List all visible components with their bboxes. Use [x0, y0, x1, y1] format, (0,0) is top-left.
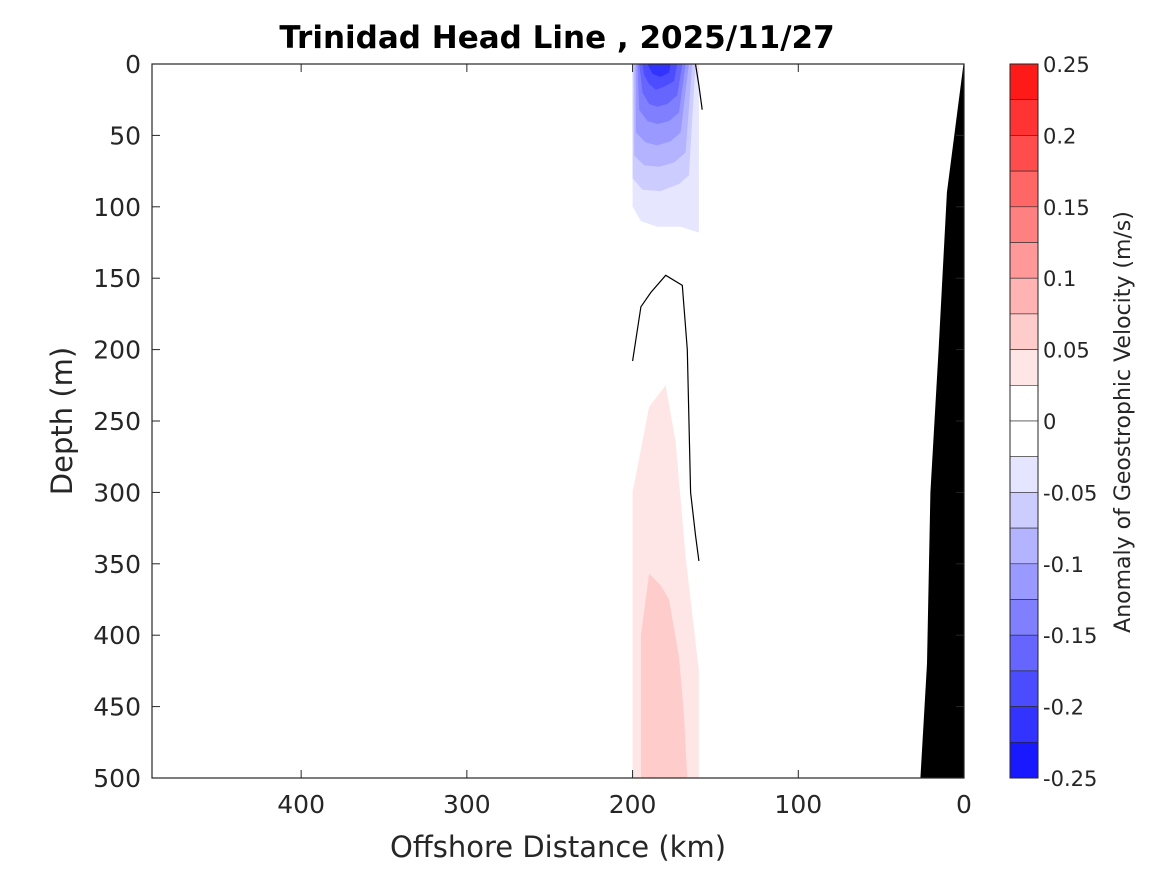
chart-title: Trinidad Head Line , 2025/11/27: [279, 20, 834, 56]
colorbar-tick-label: 0.2: [1043, 124, 1076, 148]
y-tick-label: 150: [93, 264, 141, 293]
colorbar-swatch: [1009, 706, 1039, 743]
zero-contour-lines: [632, 63, 703, 561]
colorbar-tick-label: 0.25: [1043, 53, 1090, 77]
colorbar-tick-label: 0: [1043, 410, 1056, 434]
colorbar-swatch: [1009, 313, 1039, 350]
y-tick-label: 400: [93, 621, 141, 650]
colorbar-swatch: [1009, 99, 1039, 136]
colorbar-tick-label: 0.1: [1043, 267, 1076, 291]
colorbar-tick-label: -0.2: [1043, 696, 1084, 720]
x-axis-label: Offshore Distance (km): [390, 830, 726, 864]
colorbar-swatch: [1009, 563, 1039, 600]
colorbar-ticks: 0.25 0.2 0.15 0.1 0.05 0 -0.05 -0.1 -0.15 -0.2 -0.…: [1043, 53, 1097, 791]
colorbar-swatch: [1009, 135, 1039, 172]
colorbar-swatch: [1009, 492, 1039, 529]
contour-region-10: [640, 573, 688, 778]
colorbar-label: Anomaly of Geostrophic Velocity (m/s): [1111, 211, 1136, 633]
colorbar-swatch: [1009, 170, 1039, 208]
colorbar-swatch: [1009, 420, 1039, 458]
colorbar-tick-label: -0.15: [1043, 624, 1097, 648]
zero-contour-line-1: [632, 274, 700, 561]
colorbar-swatch: [1009, 277, 1039, 315]
colorbar-frame: [1009, 63, 1039, 779]
colorbar-swatch: [1009, 349, 1039, 386]
x-tick-label: 400: [277, 790, 325, 819]
y-tick-label: 300: [93, 478, 141, 507]
x-tick-label: 300: [443, 790, 491, 819]
filled-contours: [632, 64, 699, 778]
colorbar-swatch: [1009, 599, 1039, 636]
zero-contour-line-0: [694, 63, 703, 110]
colorbar-tick-label: -0.1: [1043, 553, 1084, 577]
plot-area: [151, 63, 965, 779]
x-tick-label: 0: [956, 790, 972, 819]
y-tick-label: 450: [93, 693, 141, 722]
plot-background: [152, 64, 964, 778]
colorbar-swatch: [1009, 242, 1039, 279]
colorbar: 0.25 0.2 0.15 0.1 0.05 0 -0.05 -0.1 -0.15 -0.2 -0.…: [1009, 53, 1136, 791]
x-tick-label: 100: [774, 790, 822, 819]
x-axis-ticks: 400 300 200 100 0: [277, 64, 972, 819]
colorbar-swatches: [1009, 63, 1039, 779]
colorbar-swatch: [1009, 741, 1039, 779]
colorbar-swatch: [1009, 384, 1039, 422]
y-tick-label: 200: [93, 336, 141, 365]
colorbar-tick-label: -0.25: [1043, 767, 1097, 791]
colorbar-swatch: [1009, 634, 1039, 672]
colorbar-swatch: [1009, 527, 1039, 565]
y-tick-label: 500: [93, 764, 141, 793]
colorbar-swatch: [1009, 456, 1039, 493]
colorbar-swatch: [1009, 206, 1039, 243]
contour-region-8: [695, 64, 699, 76]
colorbar-swatch: [1009, 63, 1039, 101]
colorbar-swatch: [1009, 670, 1039, 707]
x-tick-label: 200: [609, 790, 657, 819]
y-tick-label: 100: [93, 193, 141, 222]
y-axis-label: Depth (m): [45, 347, 79, 495]
y-tick-label: 50: [109, 121, 141, 150]
y-tick-label: 350: [93, 550, 141, 579]
colorbar-tick-label: 0.15: [1043, 196, 1090, 220]
colorbar-tick-label: -0.05: [1043, 481, 1097, 505]
colorbar-tick-label: 0.05: [1043, 339, 1090, 363]
y-tick-label: 0: [125, 50, 141, 79]
contour-region-7: [647, 64, 671, 77]
y-axis-ticks: 0 50 100 150 200 250 300 350 400 450 500: [93, 50, 964, 793]
y-tick-label: 250: [93, 407, 141, 436]
